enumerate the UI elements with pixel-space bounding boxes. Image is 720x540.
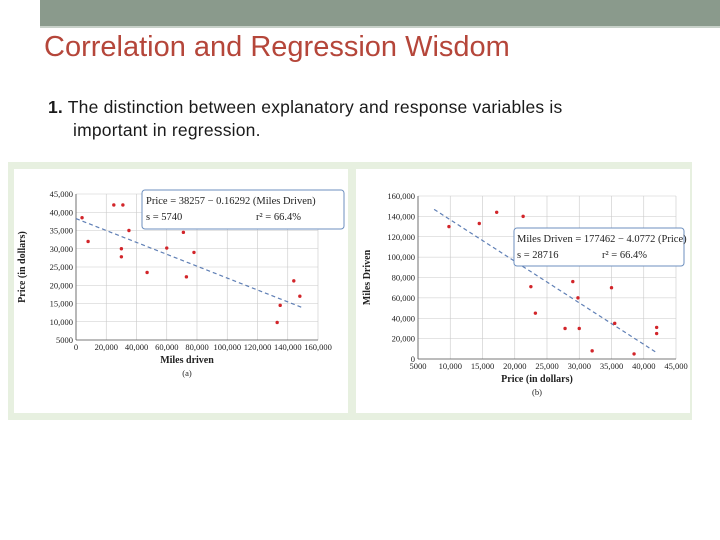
- data-point: [609, 285, 614, 290]
- equation-s: s = 28716: [517, 250, 559, 261]
- y-tick-label: 160,000: [387, 191, 415, 201]
- data-point: [654, 331, 659, 336]
- equation-r2: r² = 66.4%: [602, 250, 647, 261]
- banner-strip: [40, 26, 720, 28]
- x-tick-label: 20,000: [95, 342, 118, 352]
- x-tick-label: 35,000: [600, 361, 623, 371]
- x-axis-label: Miles driven: [160, 355, 214, 366]
- data-point: [590, 349, 594, 353]
- y-tick-label: 60,000: [392, 293, 415, 303]
- equation-box: [513, 227, 685, 267]
- y-tick-label: 45,000: [50, 189, 73, 199]
- bullet-text-line1: The distinction between explanatory and …: [67, 97, 563, 117]
- y-tick-label: 120,000: [387, 232, 415, 242]
- data-point: [494, 210, 499, 214]
- data-point: [181, 230, 186, 235]
- data-point: [275, 320, 279, 325]
- data-point: [86, 239, 90, 244]
- x-tick-label: 20,000: [503, 361, 526, 371]
- y-axis-label: Miles Driven: [362, 249, 373, 305]
- regression-line: [75, 218, 304, 309]
- panel-label: (b): [532, 387, 542, 397]
- data-point: [112, 203, 116, 207]
- data-point: [127, 228, 131, 233]
- data-point: [278, 303, 282, 308]
- x-tick-label: 120,000: [244, 342, 272, 352]
- data-point: [447, 224, 451, 229]
- y-axis-label: Price (in dollars): [17, 231, 28, 303]
- data-point: [292, 279, 296, 283]
- bullet-number: 1.: [48, 97, 63, 117]
- data-point: [477, 221, 481, 226]
- x-tick-label: 160,000: [304, 342, 332, 352]
- x-axis-label: Price (in dollars): [501, 374, 573, 385]
- y-tick-label: 80,000: [392, 273, 415, 283]
- equation-text: Miles Driven = 177462 − 4.0772 (Price): [517, 234, 687, 245]
- y-tick-label: 30,000: [50, 244, 73, 254]
- y-tick-label: 5000: [56, 335, 73, 345]
- data-point: [577, 326, 581, 331]
- y-tick-label: 140,000: [387, 211, 415, 221]
- data-point: [121, 203, 125, 207]
- y-tick-label: 100,000: [387, 252, 415, 262]
- x-tick-label: 45,000: [664, 361, 687, 371]
- bullet-text-line2: important in regression.: [73, 120, 261, 140]
- data-point: [654, 325, 659, 330]
- x-tick-label: 40,000: [125, 342, 148, 352]
- equation-box: [141, 189, 345, 230]
- data-point: [165, 246, 169, 250]
- y-tick-label: 20,000: [50, 280, 73, 290]
- data-point: [80, 216, 84, 220]
- data-point: [184, 275, 189, 279]
- equation-text: Price = 38257 − 0.16292 (Miles Driven): [146, 196, 316, 207]
- equation-s: s = 5740: [146, 212, 182, 223]
- y-tick-label: 25,000: [50, 262, 73, 272]
- scatterplot-b: 5000 10,000 15,000 20,000 25,000 30,000 35,000…: [356, 169, 690, 413]
- scatterplot-b-svg: 5000 10,000 15,000 20,000 25,000 30,000 35,000…: [362, 191, 688, 397]
- x-tick-label: 25,000: [535, 361, 558, 371]
- regression-line: [433, 208, 657, 354]
- scatterplot-a: 0 20,000 40,000 60,000 80,000 100,000 120,000 1…: [14, 169, 348, 413]
- data-point: [119, 247, 124, 251]
- top-banner: [0, 0, 720, 28]
- x-tick-label: 60,000: [155, 342, 178, 352]
- y-tick-label: 40,000: [392, 313, 415, 323]
- data-point: [576, 296, 580, 300]
- data-point: [571, 279, 575, 284]
- banner-tab: [0, 0, 40, 28]
- x-tick-label: 30,000: [568, 361, 591, 371]
- data-point: [563, 326, 567, 331]
- y-tick-label: 10,000: [50, 317, 73, 327]
- data-point: [298, 294, 302, 298]
- scatterplot-a-svg: 0 20,000 40,000 60,000 80,000 100,000 120,000 1…: [17, 189, 345, 378]
- y-tick-label: 0: [411, 354, 415, 364]
- x-tick-label: 40,000: [632, 361, 655, 371]
- data-point: [533, 311, 538, 315]
- data-point: [521, 214, 525, 219]
- panel-label: (a): [182, 368, 192, 378]
- data-point: [632, 352, 636, 356]
- figure-panel: 0 20,000 40,000 60,000 80,000 100,000 120,000 1…: [8, 162, 692, 420]
- equation-r2: r² = 66.4%: [256, 212, 301, 223]
- data-point: [613, 321, 617, 326]
- slide-title: Correlation and Regression Wisdom: [44, 31, 510, 63]
- y-tick-label: 15,000: [50, 299, 73, 309]
- x-tick-label: 0: [74, 342, 78, 352]
- x-tick-label: 140,000: [274, 342, 302, 352]
- x-tick-label: 100,000: [213, 342, 241, 352]
- bullet-point: 1. The distinction between explanatory a…: [48, 96, 688, 142]
- x-tick-label: 15,000: [471, 361, 494, 371]
- data-point: [119, 255, 124, 259]
- y-tick-label: 35,000: [50, 226, 73, 236]
- x-tick-label: 80,000: [185, 342, 208, 352]
- data-point: [145, 270, 149, 275]
- data-point: [192, 250, 196, 255]
- x-tick-label: 5000: [410, 361, 427, 371]
- y-tick-label: 40,000: [50, 207, 73, 217]
- x-tick-label: 10,000: [439, 361, 462, 371]
- y-tick-label: 20,000: [392, 334, 415, 344]
- data-point: [529, 284, 533, 289]
